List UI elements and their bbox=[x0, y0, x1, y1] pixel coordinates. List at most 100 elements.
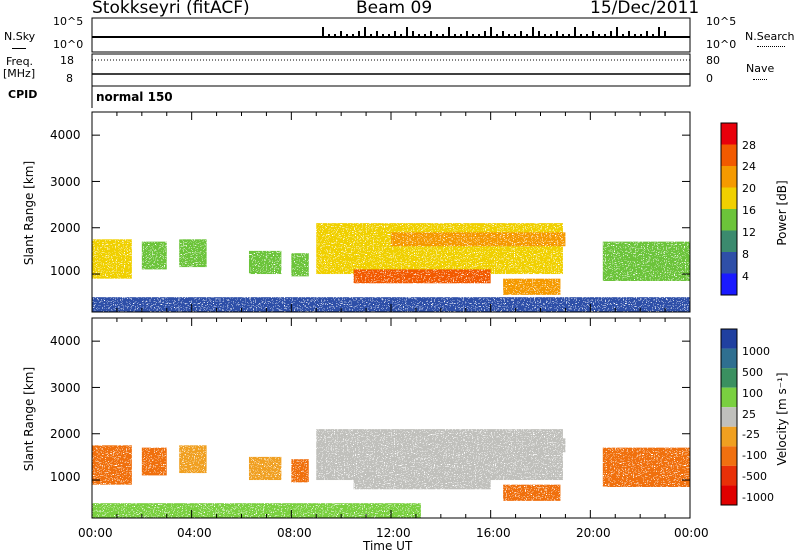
sky-right-tick-bottom: 10^0 bbox=[706, 38, 737, 51]
velocity-echo-region bbox=[316, 429, 563, 481]
nave-legend-line bbox=[753, 79, 767, 80]
sky-left-tick-bottom: 10^0 bbox=[53, 38, 84, 51]
xaxis-label: Time UT bbox=[363, 539, 413, 553]
colorbar-swatch bbox=[721, 387, 737, 408]
colorbar-swatch bbox=[721, 123, 737, 145]
sky-noise-spike bbox=[334, 34, 336, 37]
sky-noise-spike bbox=[340, 31, 342, 37]
sky-noise-spike bbox=[610, 31, 612, 37]
vel-cbar-tick: 500 bbox=[742, 366, 763, 379]
cpid-mode: normal 150 bbox=[96, 90, 173, 104]
freq-label-2: [MHz] bbox=[3, 67, 36, 80]
sky-noise-spike bbox=[496, 34, 498, 37]
sky-noise-spike bbox=[376, 31, 378, 37]
sky-noise-spike bbox=[406, 27, 408, 37]
velocity-colorbar-label: Velocity [m s⁻¹] bbox=[775, 372, 789, 466]
colorbar-swatch bbox=[721, 465, 737, 486]
power-echo-region bbox=[248, 250, 282, 275]
vel-cbar-tick: -100 bbox=[742, 449, 767, 462]
velocity-echo-region bbox=[391, 438, 566, 453]
power-ytick: 2000 bbox=[50, 221, 81, 235]
velocity-echo-region bbox=[602, 447, 690, 487]
colorbar-swatch bbox=[721, 329, 737, 349]
nave-right-tick-bottom: 0 bbox=[706, 72, 713, 85]
vel-cbar-tick: -500 bbox=[742, 470, 767, 483]
cpid-label: CPID bbox=[8, 88, 38, 101]
sky-noise-spike bbox=[616, 27, 618, 37]
sky-noise-spike bbox=[634, 34, 636, 37]
sky-noise-spike bbox=[538, 31, 540, 37]
sky-noise-spike bbox=[436, 34, 438, 37]
sky-noise-spike bbox=[556, 31, 558, 37]
power-cbar-tick: 8 bbox=[742, 248, 749, 261]
velocity-colorbar bbox=[720, 328, 738, 506]
colorbar-swatch bbox=[721, 348, 737, 369]
nave-label: Nave bbox=[746, 62, 775, 75]
colorbar-swatch bbox=[721, 230, 737, 252]
power-ytick: 1000 bbox=[50, 264, 81, 278]
power-echo-region bbox=[602, 241, 690, 281]
sky-noise-spike bbox=[394, 31, 396, 37]
power-cbar-tick: 12 bbox=[742, 226, 756, 239]
sky-noise-spike bbox=[646, 31, 648, 37]
station-title: Stokkseyri (fitACF) bbox=[92, 0, 250, 18]
sky-left-legend-line bbox=[12, 48, 26, 49]
sky-noise-spike bbox=[574, 27, 576, 37]
sky-noise-spike bbox=[562, 34, 564, 37]
freq-panel-frame bbox=[91, 53, 691, 87]
colorbar-swatch bbox=[721, 166, 737, 188]
sky-noise-spike bbox=[544, 34, 546, 37]
velocity-ylabel: Slant Range [km] bbox=[22, 366, 36, 472]
sky-noise-spike bbox=[622, 34, 624, 37]
power-cbar-tick: 28 bbox=[742, 139, 756, 152]
sky-noise-spike bbox=[652, 34, 654, 37]
sky-noise-spike bbox=[370, 34, 372, 37]
xtick: 04:00 bbox=[177, 526, 212, 540]
sky-noise-spike bbox=[568, 34, 570, 37]
sky-noise-spike bbox=[352, 34, 354, 37]
velocity-ytick: 4000 bbox=[50, 334, 81, 348]
colorbar-frame bbox=[720, 122, 738, 296]
colorbar-swatch bbox=[721, 209, 737, 231]
freq-left-tick-top: 18 bbox=[60, 54, 74, 67]
power-echo-region bbox=[92, 239, 132, 279]
vel-cbar-tick: -1000 bbox=[742, 491, 774, 504]
xtick: 20:00 bbox=[576, 526, 611, 540]
velocity-echo-region bbox=[179, 445, 207, 474]
xtick: 00:00 bbox=[674, 526, 709, 540]
velocity-echo-region bbox=[141, 447, 167, 476]
power-echo-region bbox=[141, 241, 167, 270]
sky-noise-spike bbox=[628, 31, 630, 37]
power-cbar-tick: 16 bbox=[742, 204, 756, 217]
sky-noise-spike bbox=[478, 34, 480, 37]
power-echo-region bbox=[353, 269, 491, 284]
date-label: 15/Dec/2011 bbox=[590, 0, 700, 18]
sky-noise-spike bbox=[448, 27, 450, 37]
velocity-echo-region bbox=[248, 456, 282, 481]
velocity-ytick: 2000 bbox=[50, 427, 81, 441]
power-cbar-tick: 24 bbox=[742, 160, 756, 173]
sky-right-tick-top: 10^5 bbox=[706, 15, 737, 28]
xtick: 08:00 bbox=[277, 526, 312, 540]
power-echo-region bbox=[179, 239, 207, 268]
power-cbar-tick: 4 bbox=[742, 270, 749, 283]
sky-noise-spike bbox=[466, 31, 468, 37]
sky-noise-spike bbox=[526, 34, 528, 37]
search-legend-line bbox=[757, 46, 785, 47]
sky-panel-frame bbox=[91, 17, 691, 53]
power-colorbar-label: Power [dB] bbox=[775, 180, 789, 246]
axis-ticks bbox=[91, 112, 691, 518]
sky-noise-spike bbox=[400, 34, 402, 37]
colorbar-swatch bbox=[721, 446, 737, 466]
vel-cbar-tick: 100 bbox=[742, 387, 763, 400]
velocity-echo-region bbox=[503, 484, 561, 501]
search-right-label: N.Search bbox=[745, 30, 795, 43]
power-echo-region bbox=[391, 232, 566, 247]
colorbar-swatch bbox=[721, 426, 737, 447]
sky-noise-spike bbox=[430, 31, 432, 37]
sky-noise-spike bbox=[328, 34, 330, 37]
freq-left-tick-bottom: 8 bbox=[66, 72, 73, 85]
velocity-echo-layer bbox=[92, 429, 690, 518]
xtick: 00:00 bbox=[78, 526, 113, 540]
